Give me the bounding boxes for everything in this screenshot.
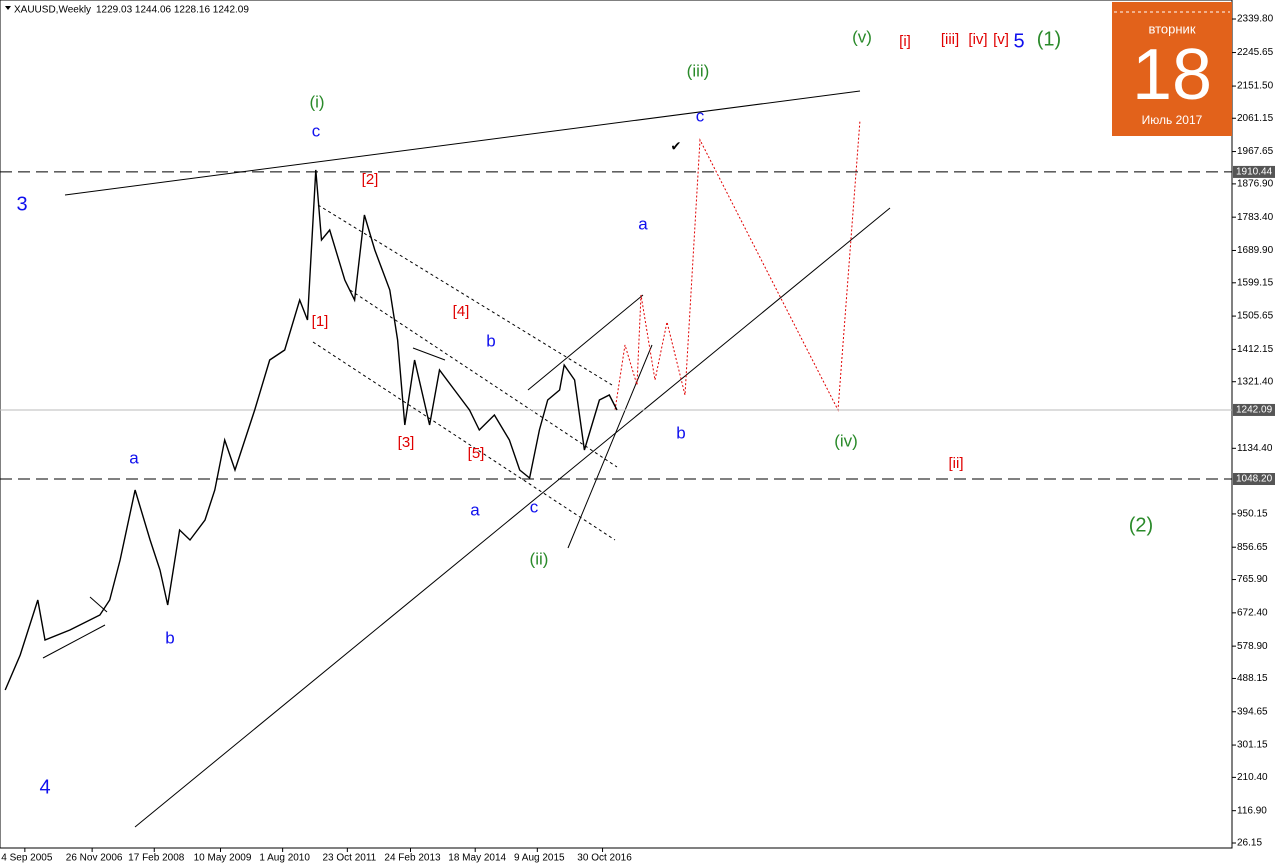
y-tick-label: 301.15 <box>1237 740 1268 751</box>
y-tick-label: 1967.65 <box>1237 146 1274 157</box>
wave-label: (iv) <box>834 431 858 450</box>
wave-label: [5] <box>468 445 485 462</box>
x-tick-label: 24 Feb 2013 <box>384 853 441 864</box>
x-tick-label: 1 Aug 2010 <box>259 853 310 864</box>
y-tick-label: 2151.50 <box>1237 81 1274 92</box>
wave-label: c <box>530 497 539 516</box>
wave-label: [i] <box>899 33 911 50</box>
wave-label: (ii) <box>530 549 549 568</box>
y-tick-label: 394.65 <box>1237 706 1268 717</box>
y-tick-label: 26.15 <box>1237 838 1262 849</box>
projection-path <box>614 119 861 412</box>
wave-label: 4 <box>39 776 50 798</box>
level-line-label: 1910.44 <box>1236 167 1273 178</box>
y-tick-label: 2339.80 <box>1237 14 1274 25</box>
wave-label: b <box>486 331 495 350</box>
wave-label: 5 <box>1013 30 1024 52</box>
wave-label: [iv] <box>968 31 987 48</box>
x-tick-label: 18 May 2014 <box>448 853 506 864</box>
wave-label: 3 <box>16 193 27 215</box>
y-tick-label: 1505.65 <box>1237 311 1274 322</box>
calendar-day: 18 <box>1132 35 1212 115</box>
y-tick-label: 1599.15 <box>1237 277 1274 288</box>
wave-label: [2] <box>362 171 379 188</box>
x-tick-label: 4 Sep 2005 <box>1 853 53 864</box>
wave-label: [iii] <box>941 31 959 48</box>
wave-label: a <box>470 500 480 519</box>
plot-frame <box>0 0 1233 849</box>
x-tick-label: 23 Oct 2011 <box>322 853 376 864</box>
trend-line <box>412 347 446 361</box>
chart-title: XAUUSD,Weekly <box>14 5 91 16</box>
wave-label: (1) <box>1037 28 1061 50</box>
wave-label: (iii) <box>687 61 710 80</box>
check-mark: ✔ <box>671 138 682 153</box>
last-price-line-label: 1242.09 <box>1236 405 1273 416</box>
y-tick-label: 1134.40 <box>1237 443 1273 454</box>
wave-label: [v] <box>993 31 1009 48</box>
channel-line <box>349 289 618 468</box>
trend-line <box>134 207 891 828</box>
wave-label: (i) <box>309 92 324 111</box>
y-tick-label: 1321.40 <box>1237 376 1274 387</box>
y-tick-label: 2061.15 <box>1237 113 1274 124</box>
y-tick-label: 116.90 <box>1237 805 1267 816</box>
y-tick-label: 765.90 <box>1237 574 1268 585</box>
y-tick-label: 2245.65 <box>1237 47 1274 58</box>
wave-label: b <box>676 423 685 442</box>
wave-label: [3] <box>398 434 415 451</box>
wave-label: [4] <box>453 303 470 320</box>
trend-line <box>567 344 653 549</box>
x-tick-label: 10 May 2009 <box>194 853 252 864</box>
level-line-box <box>1233 165 1275 178</box>
wave-label: b <box>165 628 174 647</box>
calendar-month: Июль 2017 <box>1142 113 1203 127</box>
wave-labels: (v) [i] [iii] [iv] [v] 5 (1) (iii) (i) c… <box>16 27 1153 798</box>
wave-label: [1] <box>312 313 329 330</box>
x-tick-label: 9 Aug 2015 <box>514 853 565 864</box>
y-tick-label: 1412.15 <box>1237 344 1274 355</box>
level-line-box <box>1233 473 1275 486</box>
x-tick-label: 17 Feb 2008 <box>128 853 185 864</box>
symbol-icon <box>5 6 11 10</box>
y-tick-label: 950.15 <box>1237 509 1268 520</box>
trend-line <box>42 624 106 659</box>
x-tick-label: 26 Nov 2006 <box>66 853 123 864</box>
calendar-background <box>1112 2 1232 136</box>
price-line <box>4 169 618 691</box>
wave-label: [ii] <box>949 455 964 472</box>
level-line-label: 1048.20 <box>1236 474 1273 485</box>
wave-label: a <box>638 214 648 233</box>
wave-label: (v) <box>852 27 872 46</box>
trend-line <box>64 90 861 196</box>
y-tick-label: 1689.90 <box>1237 245 1274 256</box>
wave-label: a <box>129 448 139 467</box>
x-tick-label: 30 Oct 2016 <box>577 853 632 864</box>
y-tick-label: 856.65 <box>1237 542 1268 553</box>
drawings <box>42 90 891 828</box>
y-tick-label: 672.40 <box>1237 607 1268 618</box>
calendar-widget: вторник 18 Июль 2017 <box>1112 2 1232 136</box>
channel-line <box>312 341 616 541</box>
y-tick-label: 488.15 <box>1237 673 1268 684</box>
wave-label: c <box>696 106 705 125</box>
ohlc-header: 1229.03 1244.06 1228.16 1242.09 <box>96 5 249 16</box>
trend-line <box>527 294 644 391</box>
wave-label: (2) <box>1129 514 1153 536</box>
y-tick-label: 210.40 <box>1237 772 1268 783</box>
y-tick-label: 1876.90 <box>1237 179 1274 190</box>
last-price-line-box <box>1233 403 1275 416</box>
y-tick-label: 578.90 <box>1237 641 1268 652</box>
y-tick-label: 1783.40 <box>1237 212 1274 223</box>
calendar-weekday: вторник <box>1148 21 1195 36</box>
wave-label: c <box>312 121 321 140</box>
